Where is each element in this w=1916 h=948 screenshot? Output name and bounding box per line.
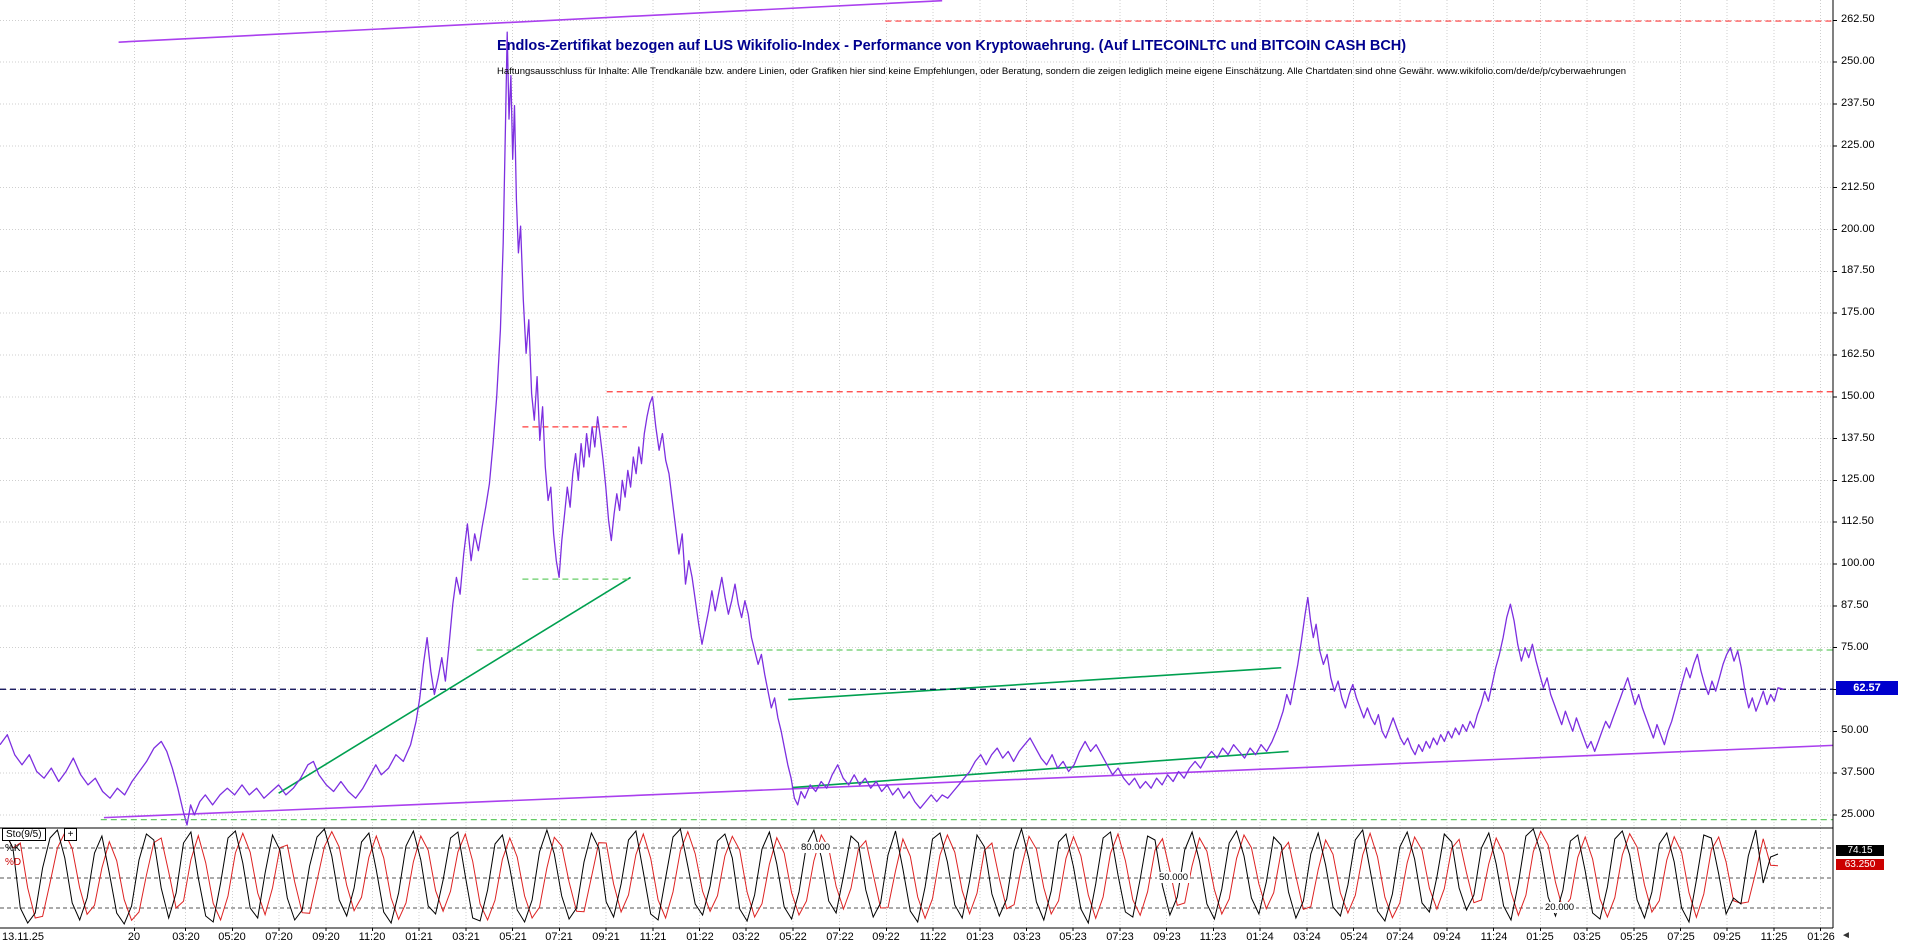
x-axis-label: 05:21 xyxy=(499,931,527,943)
x-axis-label: 07:20 xyxy=(265,931,293,943)
x-axis-label: 03:24 xyxy=(1293,931,1321,943)
x-axis-label: 01:22 xyxy=(686,931,714,943)
x-axis-label: 20 xyxy=(127,931,141,943)
x-axis-label: 07:21 xyxy=(545,931,573,943)
y-axis-label: 150.00 xyxy=(1841,390,1875,402)
sto-level-label: 20.000 xyxy=(1543,902,1577,913)
x-axis-label: 07:23 xyxy=(1106,931,1134,943)
y-axis-label: 200.00 xyxy=(1841,223,1875,235)
x-axis-label: 09:20 xyxy=(312,931,340,943)
x-axis-label: 05:20 xyxy=(218,931,246,943)
stochastic-d-line xyxy=(5,830,1779,922)
stochastic-k-line xyxy=(5,827,1779,926)
x-axis-label: 09:23 xyxy=(1153,931,1181,943)
y-axis-label: 125.00 xyxy=(1841,473,1875,485)
stochastic-k-label: %K xyxy=(5,843,21,854)
y-axis-label: 162.50 xyxy=(1841,348,1875,360)
x-axis-label: 03:21 xyxy=(452,931,480,943)
chart-title: Endlos-Zertifikat bezogen auf LUS Wikifo… xyxy=(497,38,1407,54)
x-axis-label: 11:23 xyxy=(1199,931,1227,943)
upper-trendline xyxy=(118,0,943,43)
x-axis-label: 03:25 xyxy=(1573,931,1601,943)
x-axis-label: 01:25 xyxy=(1526,931,1554,943)
x-axis-label: 07:25 xyxy=(1667,931,1695,943)
long-term-support-line xyxy=(103,744,1834,819)
x-axis-label: 09:25 xyxy=(1713,931,1741,943)
y-axis-label: 250.00 xyxy=(1841,55,1875,67)
x-axis-label: 01:21 xyxy=(405,931,433,943)
x-axis-label: 11:20 xyxy=(358,931,386,943)
chart-disclaimer: Haftungsausschluss für Inhalte: Alle Tre… xyxy=(497,66,1627,77)
bull-market-support-line xyxy=(278,576,631,794)
x-axis-label: 11:25 xyxy=(1760,931,1788,943)
y-axis-label: 25.000 xyxy=(1841,808,1875,820)
x-axis-label: 03:20 xyxy=(172,931,200,943)
x-axis-label: 11:21 xyxy=(639,931,667,943)
y-axis-label: 37.500 xyxy=(1841,766,1875,778)
y-axis-label: 87.50 xyxy=(1841,599,1869,611)
scroll-left-icon[interactable]: ◄ xyxy=(1841,930,1851,941)
y-axis-label: 175.00 xyxy=(1841,306,1875,318)
x-axis-label: 11:24 xyxy=(1480,931,1508,943)
sto-level-label: 50.000 xyxy=(1157,872,1191,883)
x-axis-label: 09:24 xyxy=(1433,931,1461,943)
x-axis-label: 05:24 xyxy=(1340,931,1368,943)
x-axis-label: 03:23 xyxy=(1013,931,1041,943)
y-axis-label: 237.50 xyxy=(1841,97,1875,109)
x-axis-label: 07:24 xyxy=(1386,931,1414,943)
price-line xyxy=(0,31,1784,826)
x-axis-label: 09:22 xyxy=(872,931,900,943)
x-axis-label: 13.11.25 xyxy=(2,931,45,943)
channel-lower-line xyxy=(791,750,1289,789)
x-axis-label: 01:26 xyxy=(1807,931,1835,943)
stochastic-k-value-badge: 74.15 xyxy=(1836,845,1884,856)
y-axis-label: 262.50 xyxy=(1841,13,1875,25)
indicator-add-button[interactable]: + xyxy=(64,828,77,841)
stochastic-d-value-badge: 63.250 xyxy=(1836,859,1884,870)
y-axis-label: 112.50 xyxy=(1841,515,1874,527)
sto-level-label: 80.000 xyxy=(799,842,833,853)
y-axis-label: 50.00 xyxy=(1841,724,1869,736)
x-axis-label: 05:23 xyxy=(1059,931,1087,943)
y-axis-label: 137.50 xyxy=(1841,432,1875,444)
stochastic-d-label: %D xyxy=(5,857,22,868)
x-axis-label: 01:23 xyxy=(966,931,994,943)
x-axis-label: 09:21 xyxy=(592,931,620,943)
x-axis-label: 07:22 xyxy=(826,931,854,943)
last-price-badge: 62.57 xyxy=(1836,681,1898,695)
x-axis-label: 01:24 xyxy=(1246,931,1274,943)
x-axis-label: 11:22 xyxy=(919,931,947,943)
y-axis-label: 187.50 xyxy=(1841,264,1875,276)
y-axis-label: 100.00 xyxy=(1841,557,1875,569)
x-axis-label: 03:22 xyxy=(732,931,760,943)
y-axis-label: 212.50 xyxy=(1841,181,1875,193)
x-axis-label: 05:22 xyxy=(779,931,807,943)
x-axis-label: 05:25 xyxy=(1620,931,1648,943)
channel-upper-line xyxy=(788,666,1282,701)
y-axis-label: 225.00 xyxy=(1841,139,1875,151)
y-axis-label: 75.00 xyxy=(1841,641,1869,653)
indicator-label[interactable]: Sto(9/5) xyxy=(2,828,46,841)
